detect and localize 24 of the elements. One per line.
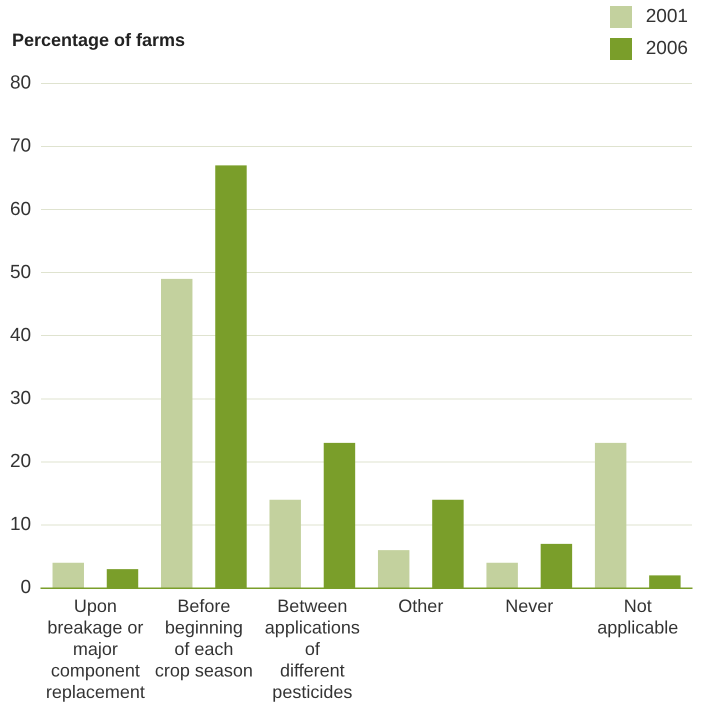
bar [594, 442, 626, 588]
x-tick-label: Not applicable [597, 596, 678, 638]
x-tick-label: Upon breakage or major component replacement [46, 596, 145, 702]
y-tick-label: 60 [10, 198, 32, 220]
x-tick-label: Between applications of different pesticides [264, 596, 360, 702]
y-tick-label: 80 [10, 72, 32, 94]
y-tick-label: 30 [10, 388, 32, 410]
bar [52, 562, 84, 588]
y-tick-label: 20 [10, 451, 32, 472]
legend-label: 2006 [646, 38, 688, 60]
x-tick-label: Never [505, 596, 554, 616]
bar [161, 278, 192, 588]
y-tick-label: 40 [10, 324, 32, 346]
bar [486, 562, 518, 588]
y-tick-label: 50 [10, 262, 32, 283]
bar [378, 550, 410, 588]
y-tick-label: 70 [10, 136, 32, 157]
legend-label: 2001 [646, 6, 688, 28]
bar [269, 500, 301, 588]
y-tick-label: 0 [20, 577, 32, 598]
y-axis-title: Percentage of farms [12, 30, 186, 51]
y-tick-label: 10 [10, 514, 32, 536]
x-tick-label: Before beginning of each crop season [154, 596, 253, 681]
x-tick-label: Other [398, 596, 444, 616]
